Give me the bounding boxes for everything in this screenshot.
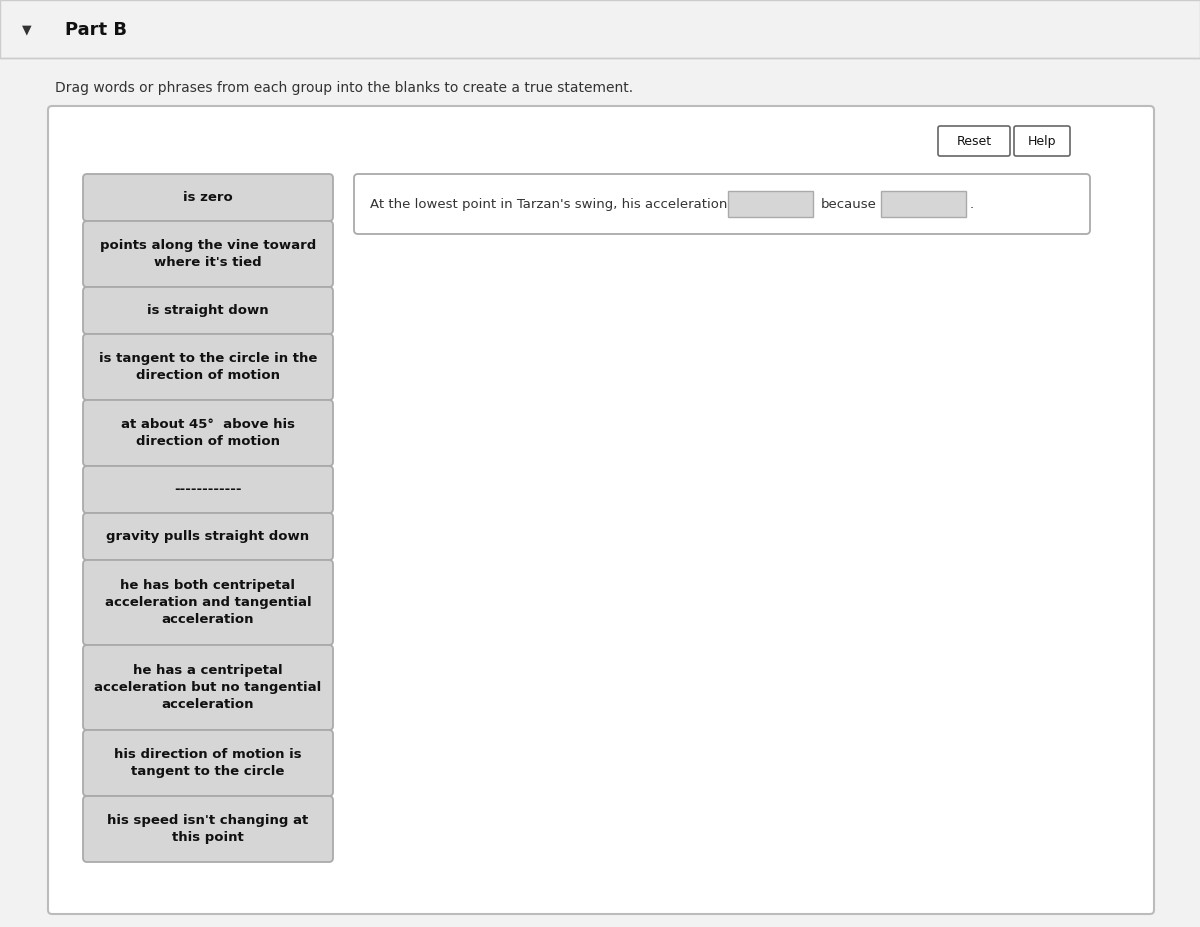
FancyBboxPatch shape <box>83 287 334 334</box>
FancyBboxPatch shape <box>728 191 814 217</box>
Text: is tangent to the circle in the
direction of motion: is tangent to the circle in the directio… <box>98 352 317 382</box>
Text: because: because <box>821 197 877 210</box>
Text: Part B: Part B <box>65 21 127 39</box>
FancyBboxPatch shape <box>83 400 334 466</box>
FancyBboxPatch shape <box>83 174 334 221</box>
Text: is zero: is zero <box>184 191 233 204</box>
FancyBboxPatch shape <box>83 513 334 560</box>
Text: is straight down: is straight down <box>148 304 269 317</box>
FancyBboxPatch shape <box>83 560 334 645</box>
FancyBboxPatch shape <box>83 796 334 862</box>
Text: ------------: ------------ <box>174 483 241 496</box>
Text: his direction of motion is
tangent to the circle: his direction of motion is tangent to th… <box>114 748 302 778</box>
Text: he has both centripetal
acceleration and tangential
acceleration: he has both centripetal acceleration and… <box>104 579 311 626</box>
Text: Reset: Reset <box>956 134 991 147</box>
FancyBboxPatch shape <box>0 0 1200 58</box>
Text: .: . <box>970 197 974 210</box>
Text: at about 45°  above his
direction of motion: at about 45° above his direction of moti… <box>121 418 295 448</box>
FancyBboxPatch shape <box>938 126 1010 156</box>
Text: he has a centripetal
acceleration but no tangential
acceleration: he has a centripetal acceleration but no… <box>95 664 322 711</box>
FancyBboxPatch shape <box>83 221 334 287</box>
FancyBboxPatch shape <box>1014 126 1070 156</box>
Text: points along the vine toward
where it's tied: points along the vine toward where it's … <box>100 239 316 269</box>
Text: Drag words or phrases from each group into the blanks to create a true statement: Drag words or phrases from each group in… <box>55 81 634 95</box>
FancyBboxPatch shape <box>83 466 334 513</box>
FancyBboxPatch shape <box>83 334 334 400</box>
FancyBboxPatch shape <box>83 730 334 796</box>
FancyBboxPatch shape <box>881 191 966 217</box>
FancyBboxPatch shape <box>48 106 1154 914</box>
Text: ▼: ▼ <box>22 23 32 36</box>
Text: Help: Help <box>1027 134 1056 147</box>
Text: At the lowest point in Tarzan's swing, his acceleration: At the lowest point in Tarzan's swing, h… <box>370 197 727 210</box>
Text: his speed isn't changing at
this point: his speed isn't changing at this point <box>107 814 308 844</box>
Text: gravity pulls straight down: gravity pulls straight down <box>107 530 310 543</box>
FancyBboxPatch shape <box>354 174 1090 234</box>
FancyBboxPatch shape <box>83 645 334 730</box>
